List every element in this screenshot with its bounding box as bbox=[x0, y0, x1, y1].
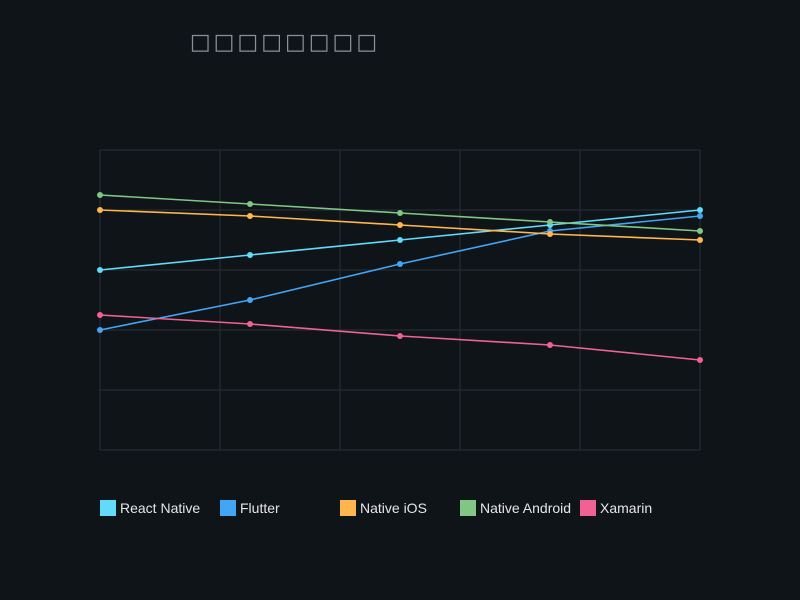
data-point-react-native bbox=[247, 252, 253, 258]
legend-label-native-android: Native Android bbox=[480, 500, 571, 516]
data-point-flutter bbox=[97, 327, 103, 333]
data-point-react-native bbox=[97, 267, 103, 273]
grid bbox=[99, 149, 701, 451]
legend-label-native-ios: Native iOS bbox=[360, 500, 427, 516]
legend: React Native Flutter Native iOS Native Andr… bbox=[100, 500, 652, 516]
data-point-native-android bbox=[247, 201, 253, 207]
data-point-xamarin bbox=[247, 321, 253, 327]
data-point-xamarin bbox=[697, 357, 703, 363]
series-points bbox=[97, 192, 703, 363]
data-point-react-native bbox=[397, 237, 403, 243]
data-point-native-ios bbox=[247, 213, 253, 219]
data-point-xamarin bbox=[397, 333, 403, 339]
data-point-native-android bbox=[697, 228, 703, 234]
data-point-xamarin bbox=[97, 312, 103, 318]
legend-swatch-xamarin bbox=[580, 500, 596, 516]
data-point-flutter bbox=[697, 213, 703, 219]
data-point-native-ios bbox=[97, 207, 103, 213]
legend-label-xamarin: Xamarin bbox=[600, 500, 652, 516]
legend-label-flutter: Flutter bbox=[240, 500, 280, 516]
chart-title: □□□□□□□□ bbox=[189, 30, 381, 55]
data-point-xamarin bbox=[547, 342, 553, 348]
legend-swatch-native-android bbox=[460, 500, 476, 516]
data-point-native-ios bbox=[697, 237, 703, 243]
legend-swatch-react-native bbox=[100, 500, 116, 516]
legend-swatch-flutter bbox=[220, 500, 236, 516]
data-point-native-android bbox=[397, 210, 403, 216]
legend-label-react-native: React Native bbox=[120, 500, 200, 516]
data-point-native-ios bbox=[547, 231, 553, 237]
legend-swatch-native-ios bbox=[340, 500, 356, 516]
data-point-react-native bbox=[697, 207, 703, 213]
data-point-flutter bbox=[397, 261, 403, 267]
data-point-native-android bbox=[547, 219, 553, 225]
data-point-flutter bbox=[247, 297, 253, 303]
data-point-native-ios bbox=[397, 222, 403, 228]
data-point-native-android bbox=[97, 192, 103, 198]
series-line-flutter bbox=[99, 215, 701, 331]
